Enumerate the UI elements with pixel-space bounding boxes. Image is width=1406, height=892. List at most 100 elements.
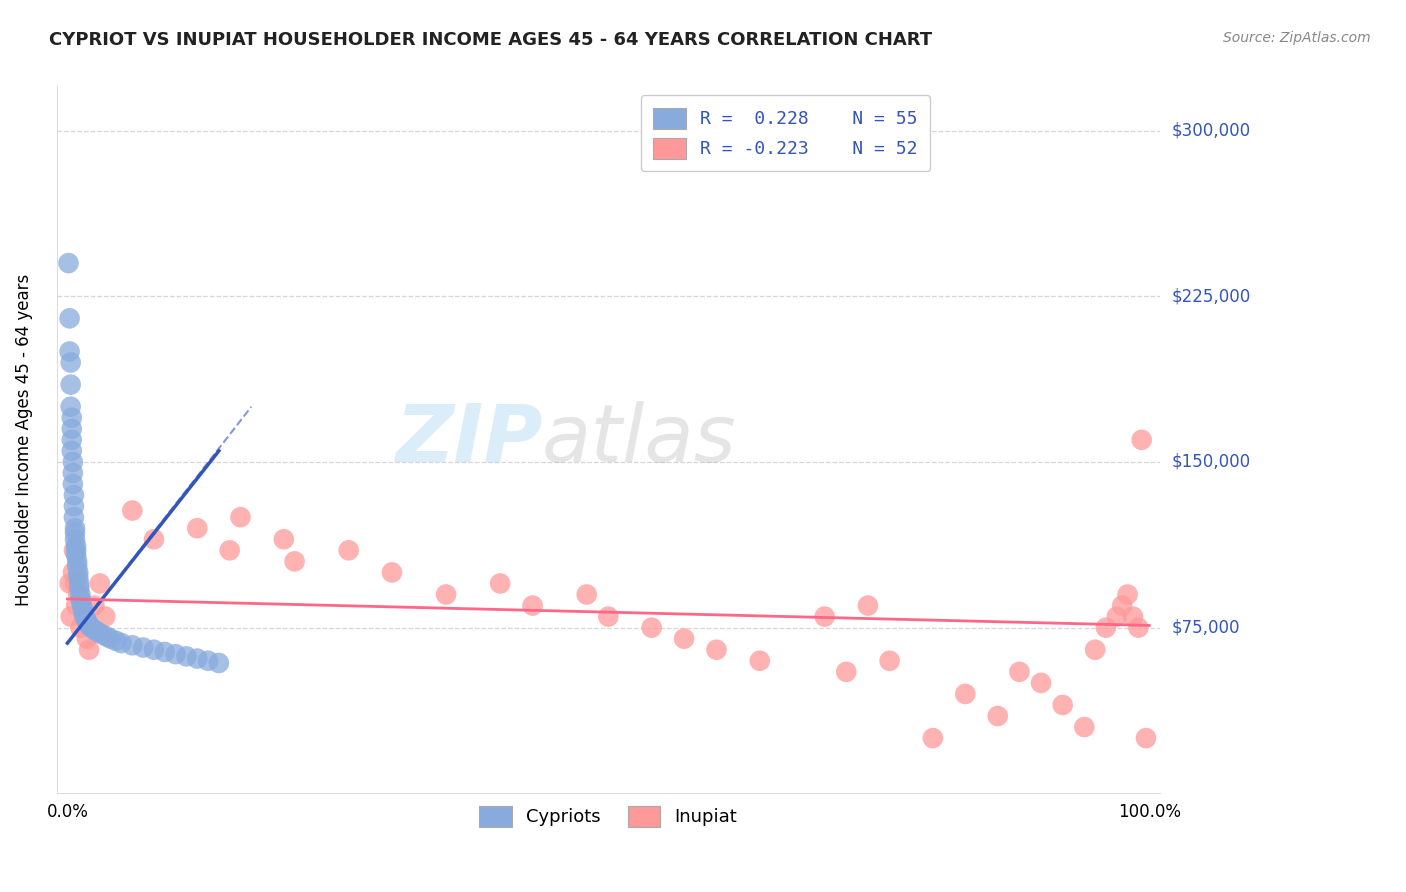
- Point: [1130, 433, 1153, 447]
- Point: [67, 576, 90, 591]
- Point: [814, 609, 837, 624]
- Point: [76, 632, 98, 646]
- Point: [59, 377, 82, 392]
- Text: CYPRIOT VS INUPIAT HOUSEHOLDER INCOME AGES 45 - 64 YEARS CORRELATION CHART: CYPRIOT VS INUPIAT HOUSEHOLDER INCOME AG…: [49, 31, 932, 49]
- Point: [165, 647, 187, 661]
- Point: [76, 614, 98, 628]
- Text: $300,000: $300,000: [1171, 121, 1250, 139]
- Point: [60, 410, 83, 425]
- Point: [89, 576, 111, 591]
- Point: [67, 566, 90, 580]
- Point: [1116, 587, 1139, 601]
- Point: [153, 645, 176, 659]
- Point: [575, 587, 598, 601]
- Point: [96, 630, 118, 644]
- Point: [72, 605, 94, 619]
- Y-axis label: Householder Income Ages 45 - 64 years: Householder Income Ages 45 - 64 years: [15, 274, 32, 606]
- Point: [337, 543, 360, 558]
- Point: [835, 665, 858, 679]
- Point: [1029, 676, 1052, 690]
- Point: [143, 533, 166, 547]
- Point: [91, 627, 114, 641]
- Point: [748, 654, 770, 668]
- Point: [60, 422, 83, 436]
- Point: [63, 543, 86, 558]
- Point: [186, 651, 208, 665]
- Point: [105, 634, 128, 648]
- Point: [273, 533, 295, 547]
- Point: [1122, 609, 1144, 624]
- Point: [62, 466, 84, 480]
- Point: [80, 621, 103, 635]
- Point: [489, 576, 512, 591]
- Point: [69, 587, 91, 601]
- Point: [87, 625, 110, 640]
- Point: [63, 499, 86, 513]
- Point: [59, 355, 82, 369]
- Point: [640, 621, 662, 635]
- Text: Source: ZipAtlas.com: Source: ZipAtlas.com: [1223, 31, 1371, 45]
- Point: [1008, 665, 1031, 679]
- Point: [186, 521, 208, 535]
- Point: [94, 609, 117, 624]
- Point: [73, 609, 96, 624]
- Point: [987, 709, 1010, 723]
- Text: $75,000: $75,000: [1171, 619, 1240, 637]
- Point: [434, 587, 457, 601]
- Point: [63, 488, 86, 502]
- Point: [143, 642, 166, 657]
- Point: [58, 576, 80, 591]
- Point: [706, 642, 728, 657]
- Point: [110, 636, 132, 650]
- Point: [1095, 621, 1118, 635]
- Point: [66, 554, 89, 568]
- Point: [229, 510, 252, 524]
- Point: [955, 687, 977, 701]
- Point: [58, 256, 80, 270]
- Point: [65, 548, 87, 562]
- Text: atlas: atlas: [543, 401, 737, 479]
- Point: [59, 400, 82, 414]
- Point: [69, 591, 91, 606]
- Point: [1084, 642, 1107, 657]
- Point: [75, 612, 97, 626]
- Text: ZIP: ZIP: [395, 401, 543, 479]
- Point: [856, 599, 879, 613]
- Point: [72, 609, 94, 624]
- Point: [1135, 731, 1157, 745]
- Point: [58, 344, 80, 359]
- Point: [70, 596, 93, 610]
- Point: [208, 656, 231, 670]
- Point: [83, 599, 105, 613]
- Point: [673, 632, 696, 646]
- Point: [1111, 599, 1133, 613]
- Point: [69, 621, 91, 635]
- Point: [65, 599, 87, 613]
- Point: [176, 649, 198, 664]
- Point: [381, 566, 404, 580]
- Point: [121, 503, 143, 517]
- Point: [63, 521, 86, 535]
- Point: [121, 638, 143, 652]
- Point: [1052, 698, 1074, 712]
- Text: $150,000: $150,000: [1171, 453, 1250, 471]
- Point: [100, 632, 122, 646]
- Point: [132, 640, 155, 655]
- Legend: Cypriots, Inupiat: Cypriots, Inupiat: [472, 798, 745, 834]
- Point: [60, 433, 83, 447]
- Point: [921, 731, 943, 745]
- Point: [67, 581, 90, 595]
- Point: [67, 587, 90, 601]
- Text: $225,000: $225,000: [1171, 287, 1250, 305]
- Point: [218, 543, 240, 558]
- Point: [879, 654, 901, 668]
- Point: [197, 654, 219, 668]
- Point: [58, 311, 80, 326]
- Point: [59, 609, 82, 624]
- Point: [65, 543, 87, 558]
- Point: [63, 576, 86, 591]
- Point: [62, 455, 84, 469]
- Point: [1073, 720, 1095, 734]
- Point: [83, 623, 105, 637]
- Point: [63, 525, 86, 540]
